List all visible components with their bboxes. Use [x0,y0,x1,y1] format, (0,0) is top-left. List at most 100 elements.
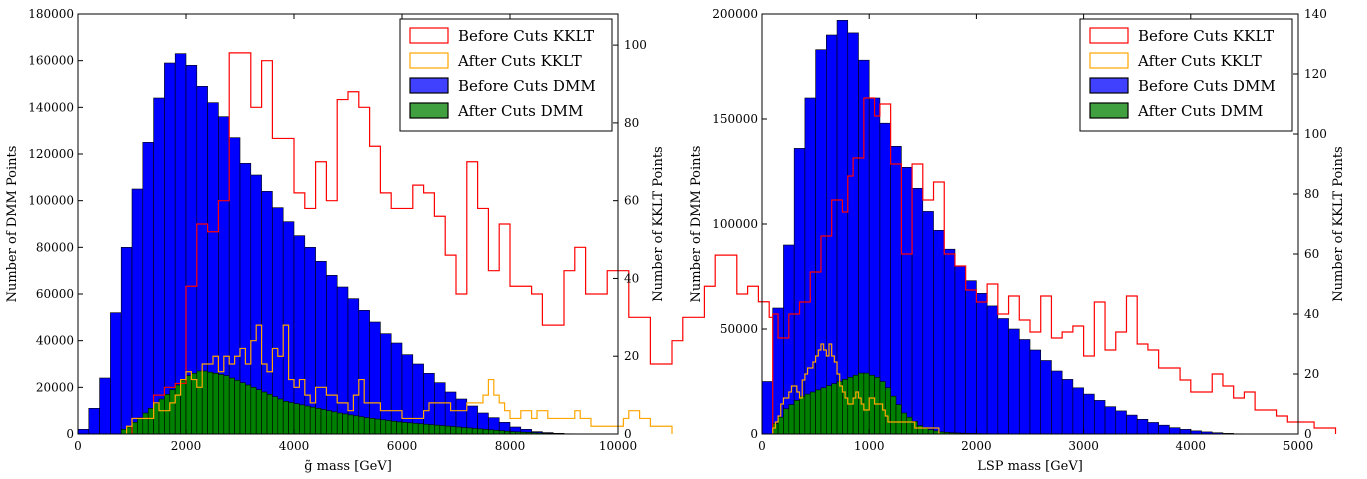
dmm-after-bar [315,408,322,435]
y-tick-label: 180000 [28,7,74,21]
dmm-after-bar [164,394,171,435]
dmm-after-bar [126,426,133,435]
dmm-before-bar [976,292,988,435]
legend-swatch [409,52,449,69]
dmm-after-bar [799,395,806,435]
dmm-after-bar [407,422,414,435]
x-tick-label: 4000 [1176,439,1207,453]
dmm-after-bar [417,423,424,435]
legend-label: Before Cuts KKLT [1138,27,1274,45]
y-tick-label: 80000 [36,240,74,254]
dmm-before-bar [836,19,849,435]
dmm-before-bar [1008,328,1020,435]
dmm-after-bar [482,429,489,435]
dmm-after-bar [777,416,784,435]
dmm-before-bar [997,318,1009,435]
dmm-after-bar [266,394,273,435]
y2-axis-label: Number of KKLT Points [1331,146,1346,301]
dmm-after-bar [320,409,327,435]
dmm-after-bar [201,370,208,435]
dmm-before-bar [943,248,956,435]
dmm-before-bar [1072,387,1084,435]
dmm-after-bar [788,404,795,435]
dmm-before-bar [890,146,902,435]
x-axis-label: g̃ mass [GeV] [304,459,392,474]
dmm-after-bar [282,401,289,435]
dmm-after-bar [804,393,811,435]
dmm-after-bar [304,405,311,435]
y2-tick-label: 40 [624,271,639,285]
dmm-before-bar [120,247,133,435]
dmm-after-bar [342,413,349,435]
legend-label: After Cuts KKLT [457,52,582,70]
dmm-after-bar [815,389,822,435]
dmm-after-bar [331,411,338,435]
dmm-after-bar [423,423,430,435]
y2-tick-label: 0 [624,427,632,441]
y2-axis-label: Number of KKLT Points [651,146,666,301]
dmm-after-bar [842,379,849,435]
dmm-before-bar [1126,414,1138,435]
dmm-after-bar [293,403,300,435]
dmm-before-bar [965,280,977,435]
dmm-after-bar [783,408,790,435]
dmm-before-bar [142,142,154,435]
legend-label: Before Cuts KKLT [458,27,594,45]
dmm-after-bar [245,384,252,435]
dmm-after-bar [826,385,832,435]
dmm-after-bar [239,382,246,435]
dmm-after-bar [450,426,457,435]
x-tick-label: 2000 [171,439,202,453]
dmm-after-bar [158,398,165,435]
dmm-before-bar [1094,400,1106,435]
y-tick-label: 20000 [36,380,74,394]
dmm-after-bar [369,418,376,435]
y2-tick-label: 40 [1304,307,1319,321]
dmm-after-bar [412,422,419,435]
x-axis-label: LSP mass [GeV] [977,459,1083,474]
x-tick-label: 5000 [1283,439,1314,453]
dmm-after-bar [385,420,392,435]
dmm-after-bar [401,422,408,435]
dmm-before-bar [1061,379,1074,435]
y2-tick-label: 80 [1304,187,1319,201]
dmm-after-bar [793,400,800,435]
dmm-before-bar [153,97,165,435]
x-tick-label: 3000 [1068,439,1099,453]
dmm-after-bar [191,373,198,435]
dmm-before-bar [1040,360,1052,435]
dmm-before-bar [99,377,111,435]
y-tick-label: 0 [750,427,758,441]
legend-swatch [1089,52,1129,69]
kklt-before-step-line [772,97,1337,434]
dmm-before-bar [847,32,859,435]
dmm-after-bar [493,429,500,435]
dmm-before-bar [390,342,403,435]
legend-swatch [1089,102,1129,119]
dmm-after-bar [868,374,875,435]
dmm-before-bar [336,286,349,435]
dmm-before-bar [1179,429,1192,435]
y2-tick-label: 100 [1304,127,1327,141]
dmm-after-bar [255,389,262,435]
x-tick-label: 2000 [961,439,992,453]
y2-tick-label: 120 [1304,67,1327,81]
dmm-after-bar [212,373,219,435]
dmm-after-bar [250,387,257,435]
y-tick-label: 140000 [28,100,74,114]
y-tick-label: 0 [66,427,74,441]
dmm-after-bar [836,381,843,435]
dmm-before-bar [911,188,924,435]
dmm-after-bar [147,408,154,435]
dmm-before-bar [88,408,100,435]
dmm-after-bar [488,429,495,435]
dmm-after-bar [272,396,279,435]
legend-label: After Cuts DMM [457,102,583,120]
dmm-before-bar [347,298,360,435]
dmm-after-bar [326,410,333,435]
dmm-after-bar [336,412,343,435]
dmm-after-bar [288,402,295,435]
dmm-after-bar [131,422,138,435]
dmm-after-bar [461,427,468,435]
